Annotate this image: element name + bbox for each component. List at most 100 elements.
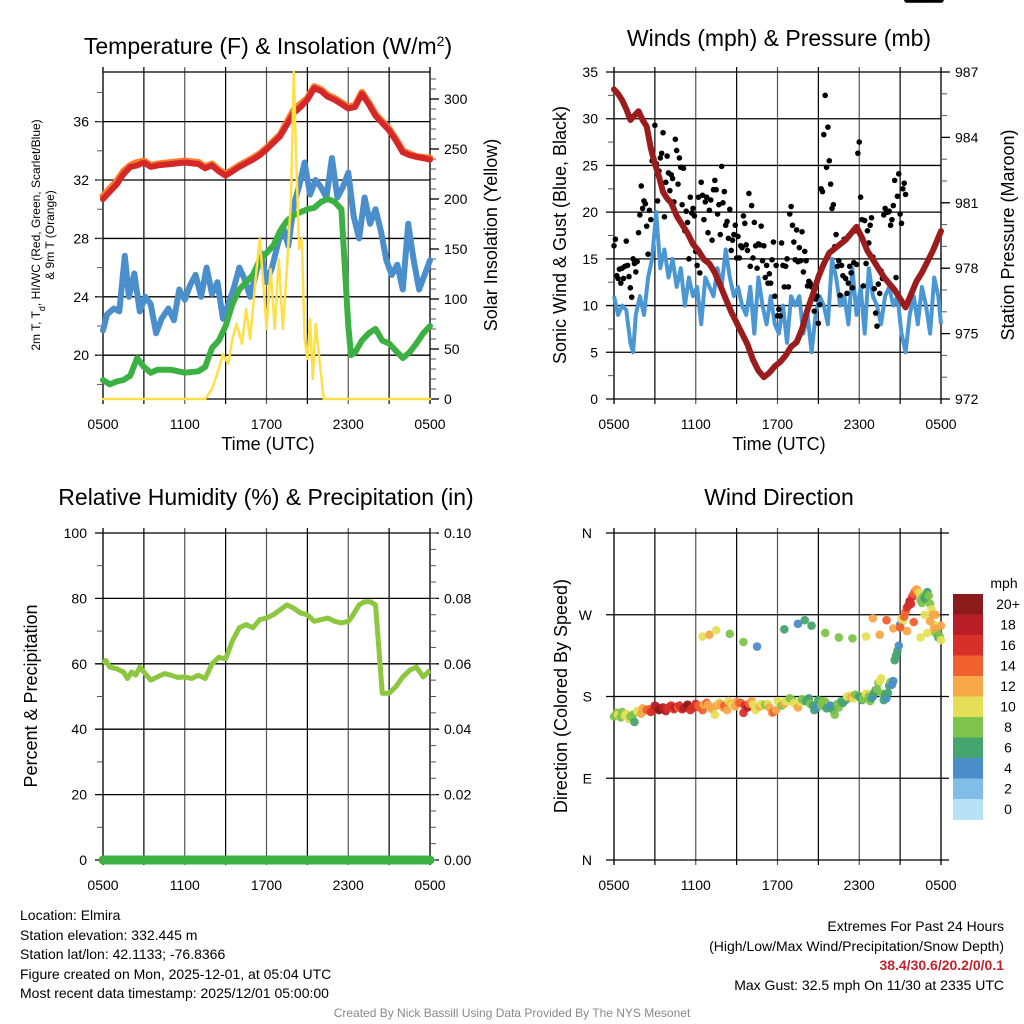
direction-point xyxy=(752,642,762,651)
gust-point xyxy=(712,177,718,184)
dir-y-tick-label: E xyxy=(583,770,592,786)
gust-point xyxy=(680,165,687,172)
colorbar-swatch xyxy=(953,799,983,820)
direction-point xyxy=(916,633,925,642)
gust-point xyxy=(612,236,619,243)
wind-y2-tick-label: 972 xyxy=(955,391,979,407)
gust-point xyxy=(744,247,751,254)
max-gust-text: Max Gust: 32.5 mph On 11/30 at 2335 UTC xyxy=(734,976,1004,993)
direction-point xyxy=(800,615,810,625)
gust-point xyxy=(819,188,826,195)
direction-point xyxy=(924,591,934,600)
gust-point xyxy=(634,258,640,265)
dir-x-tick-label: 0500 xyxy=(925,877,956,893)
gust-point xyxy=(781,284,788,290)
colorbar-swatch xyxy=(953,676,983,697)
gust-point xyxy=(724,218,730,225)
temp-y-tick-label: 32 xyxy=(73,172,89,188)
temp-x-axis-label: Time (UTC) xyxy=(221,434,314,454)
gust-point xyxy=(639,205,646,212)
gust-point xyxy=(735,233,741,240)
gust-point xyxy=(871,285,878,292)
gust-point xyxy=(938,0,944,3)
temp-y2-tick-label: 50 xyxy=(444,341,460,357)
gust-point xyxy=(811,308,818,314)
gust-point xyxy=(796,244,803,251)
gust-point xyxy=(742,220,748,227)
wind-y2-tick-label: 987 xyxy=(955,64,979,80)
gust-point xyxy=(891,177,898,184)
direction-point xyxy=(830,710,840,719)
gust-point xyxy=(739,244,745,251)
gust-point xyxy=(740,213,747,219)
gust-point xyxy=(849,285,856,291)
elevation-text: Station elevation: 332.445 m xyxy=(20,926,198,943)
series-sonic-wind xyxy=(612,210,943,355)
gust-point xyxy=(894,193,901,200)
gust-point xyxy=(683,208,690,215)
gust-point xyxy=(855,150,861,157)
direction-point xyxy=(929,624,939,633)
colorbar-label: 4 xyxy=(1004,760,1012,776)
colorbar-swatch xyxy=(953,717,983,738)
direction-point xyxy=(876,674,886,683)
temp-y2-tick-label: 250 xyxy=(444,141,468,157)
direction-point xyxy=(710,710,720,719)
dir-x-tick-label: 1700 xyxy=(762,877,793,893)
rh-y-tick-label: 0 xyxy=(79,852,87,868)
gust-point xyxy=(618,280,624,286)
rh-x-tick-label: 1700 xyxy=(251,877,282,893)
gust-point xyxy=(729,237,736,243)
gust-point xyxy=(857,194,864,200)
gust-point xyxy=(863,260,869,267)
rh-y2-tick-label: 0.00 xyxy=(444,852,471,868)
gust-point xyxy=(842,275,849,282)
direction-point xyxy=(931,610,940,620)
colorbar-label: 16 xyxy=(1000,637,1016,653)
dir-y-axis-label: Direction (Colored By Speed) xyxy=(551,579,571,813)
wind-y-tick-label: 20 xyxy=(582,204,598,220)
gust-point xyxy=(709,237,715,243)
direction-point xyxy=(909,617,919,627)
gust-point xyxy=(782,263,789,270)
gust-point xyxy=(801,248,808,255)
wind-plot-area xyxy=(613,67,942,404)
y-label-line2: & 9m T (Orange) xyxy=(43,190,57,280)
rh-title: Relative Humidity (%) & Precipitation (i… xyxy=(58,484,473,510)
gust-point xyxy=(698,179,704,186)
dir-y-tick-label: W xyxy=(579,607,593,623)
temp-x-tick-label: 0500 xyxy=(414,416,445,432)
colorbar-label: 0 xyxy=(1004,801,1012,817)
gust-point xyxy=(758,223,764,229)
colorbar-swatch xyxy=(953,614,983,636)
colorbar-label: 20+ xyxy=(996,596,1020,612)
wind-y2-tick-label: 984 xyxy=(955,129,979,145)
temp-y2-axis-label: Solar Insolation (Yellow) xyxy=(481,139,501,331)
gust-point xyxy=(769,256,775,263)
gust-point xyxy=(902,191,909,198)
gust-point xyxy=(864,228,871,234)
series-relative-humidity xyxy=(101,599,432,696)
extremes-title: Extremes For Past 24 Hours xyxy=(827,918,1004,934)
gust-point xyxy=(750,255,756,261)
gust-point xyxy=(686,256,692,262)
colorbar-swatch xyxy=(953,635,983,656)
gust-point xyxy=(611,242,617,249)
gust-point xyxy=(720,200,726,206)
gust-point xyxy=(759,257,766,264)
direction-point xyxy=(780,624,789,634)
gust-point xyxy=(876,290,883,297)
gust-point xyxy=(823,164,830,171)
temp-title: Temperature (F) & Insolation (W/m2) xyxy=(84,33,452,59)
rh-y-tick-label: 40 xyxy=(71,721,87,737)
wind-x-tick-label: 1700 xyxy=(762,416,793,432)
direction-point xyxy=(936,621,946,630)
gust-point xyxy=(800,269,807,275)
wind-y-tick-label: 25 xyxy=(582,157,598,173)
gust-point xyxy=(887,222,894,229)
gust-point xyxy=(623,238,630,244)
wind-x-tick-label: 0500 xyxy=(925,416,956,432)
temp-y2-tick-label: 200 xyxy=(444,191,468,207)
temp-y-tick-label: 20 xyxy=(73,347,89,363)
wind-x-tick-label: 0500 xyxy=(598,416,629,432)
